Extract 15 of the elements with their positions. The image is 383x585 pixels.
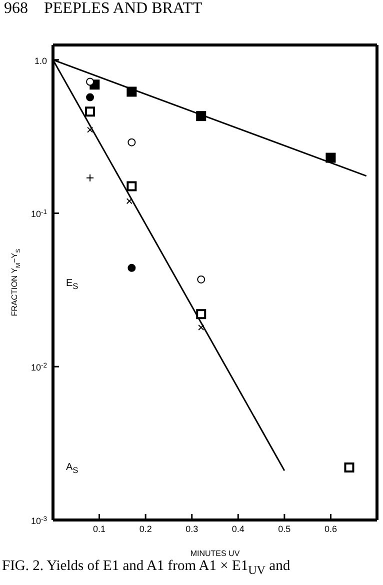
x-tick-label: 0.6 (324, 524, 337, 534)
x-tick-label: 0.5 (278, 524, 291, 534)
text: 968 PEEPLES AND BRATT (4, 0, 202, 18)
annotation: A$_{S}$ (66, 462, 78, 475)
annotation: E$_{S}$ (66, 278, 78, 291)
y-tick-label: 10$^{-2}$ (30, 362, 48, 373)
x-tick-label: 0.1 (93, 524, 106, 534)
caption: FIG. 2. Yields of E1 and A1 from A1 × E1$_{UV}$ and (2, 558, 290, 578)
x-tick-label: 0.2 (139, 524, 152, 534)
y-tick-label: 10$^{-3}$ (30, 516, 48, 526)
y-tick-label: 10$^{-1}$ (30, 208, 48, 220)
y-tick-label: 1.0 (34, 56, 47, 66)
x-axis-title: MINUTES UV (190, 549, 240, 558)
x-tick-label: 0.4 (232, 524, 244, 534)
x-tick-label: 0.3 (186, 524, 198, 534)
